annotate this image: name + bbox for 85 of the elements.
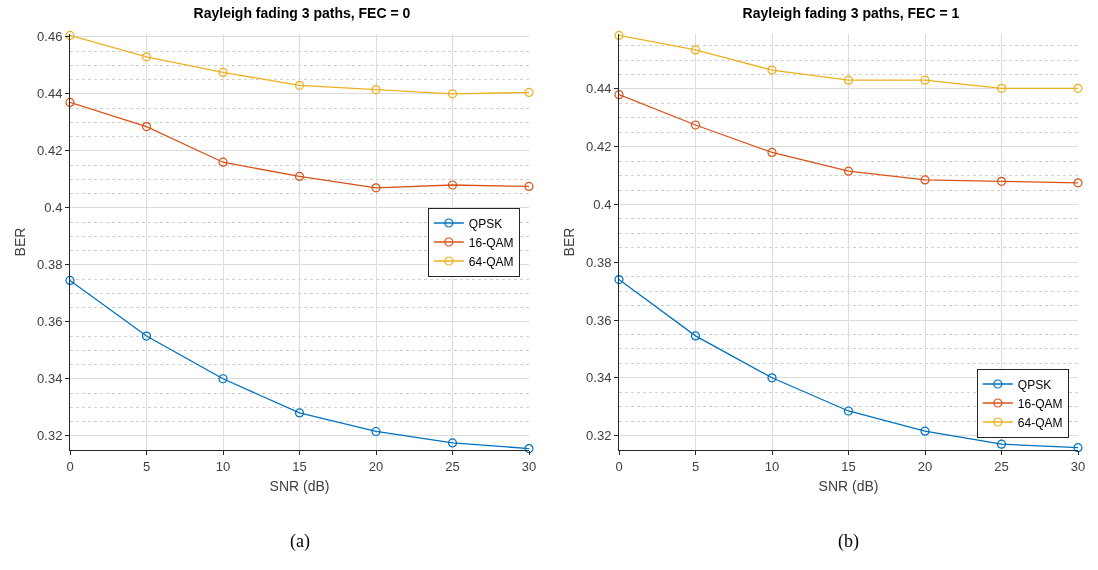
- y-tick-label: 0.42: [586, 139, 612, 155]
- point: [218, 67, 228, 78]
- point: [65, 30, 75, 41]
- y-tick-label: 0.32: [586, 428, 612, 444]
- x-tick-label: 5: [142, 458, 151, 474]
- point: [141, 122, 152, 132]
- point: [920, 175, 930, 185]
- y-tick-label: 0.42: [37, 143, 63, 159]
- y-tick-label: 0.4: [44, 200, 63, 216]
- x-tick-label: 10: [215, 458, 231, 474]
- y-tick-label: 0.32: [37, 428, 63, 444]
- x-tick-label: 15: [292, 458, 307, 474]
- point: [920, 426, 930, 436]
- y-tick-label: 0.44: [586, 81, 612, 97]
- legend-label: QPSK: [468, 216, 503, 231]
- point: [218, 157, 228, 167]
- y-tick-label: 0.36: [37, 314, 63, 330]
- x-tick-label: 30: [1070, 458, 1086, 474]
- point: [767, 147, 777, 158]
- legend-label: 64-QAM: [468, 254, 514, 269]
- text: (b): [838, 531, 859, 552]
- point: [524, 443, 534, 454]
- point: [371, 183, 381, 193]
- point: [614, 30, 624, 41]
- point: [614, 90, 624, 100]
- point: [65, 275, 75, 286]
- x-tick-label: 0: [66, 458, 74, 474]
- point: [1073, 83, 1083, 93]
- point: [294, 171, 305, 182]
- point: [996, 439, 1007, 449]
- point: [371, 426, 381, 437]
- point: [767, 65, 777, 75]
- y-axis-title: BER: [560, 227, 577, 257]
- point: [843, 75, 854, 85]
- point: [920, 75, 930, 85]
- point: [767, 373, 777, 383]
- point: [843, 166, 854, 176]
- point: [371, 84, 381, 95]
- x-tick-label: 20: [917, 458, 933, 474]
- y-tick-label: 0.38: [586, 254, 612, 270]
- x-tick-label: 25: [994, 458, 1009, 474]
- y-tick-label: 0.38: [37, 257, 63, 273]
- x-tick-label: 0: [615, 458, 623, 474]
- x-tick-label: 10: [764, 458, 780, 474]
- y-tick-label: 0.36: [586, 312, 612, 328]
- point: [141, 331, 152, 341]
- point: [690, 331, 701, 341]
- y-axis-title: BER: [11, 227, 28, 257]
- point: [996, 176, 1007, 186]
- chart-title: Rayleigh fading 3 paths, FEC = 0: [193, 5, 411, 22]
- y-tick-label: 0.46: [37, 29, 63, 45]
- point: [294, 408, 305, 418]
- point: [614, 274, 624, 285]
- point: [524, 181, 534, 192]
- point: [1073, 178, 1083, 188]
- y-tick-label: 0.34: [37, 371, 63, 387]
- point: [843, 406, 854, 416]
- text: (a): [290, 531, 310, 552]
- point: [996, 83, 1007, 93]
- y-tick-label: 0.34: [586, 370, 612, 386]
- chart-title: Rayleigh fading 3 paths, FEC = 1: [742, 5, 960, 22]
- x-tick-label: 25: [445, 458, 460, 474]
- x-tick-label: 20: [368, 458, 384, 474]
- legend-label: 16-QAM: [1017, 396, 1063, 411]
- point: [690, 120, 701, 130]
- point: [1073, 443, 1083, 453]
- y-tick-label: 0.4: [593, 196, 612, 212]
- x-tick-label: 30: [521, 458, 537, 474]
- y-tick-label: 0.44: [37, 86, 63, 102]
- point: [524, 87, 534, 98]
- legend-label: 16-QAM: [468, 235, 514, 250]
- legend-label: QPSK: [1017, 377, 1052, 392]
- point: [218, 374, 228, 384]
- x-tick-label: 5: [691, 458, 700, 474]
- x-axis-title: SNR (dB): [269, 477, 330, 494]
- point: [65, 97, 75, 107]
- point: [690, 45, 701, 55]
- x-axis-title: SNR (dB): [818, 477, 879, 494]
- x-tick-label: 15: [841, 458, 856, 474]
- point: [447, 89, 458, 99]
- legend-label: 64-QAM: [1017, 415, 1063, 430]
- point: [447, 438, 458, 448]
- point: [141, 52, 152, 62]
- point: [447, 180, 458, 190]
- point: [294, 80, 305, 90]
